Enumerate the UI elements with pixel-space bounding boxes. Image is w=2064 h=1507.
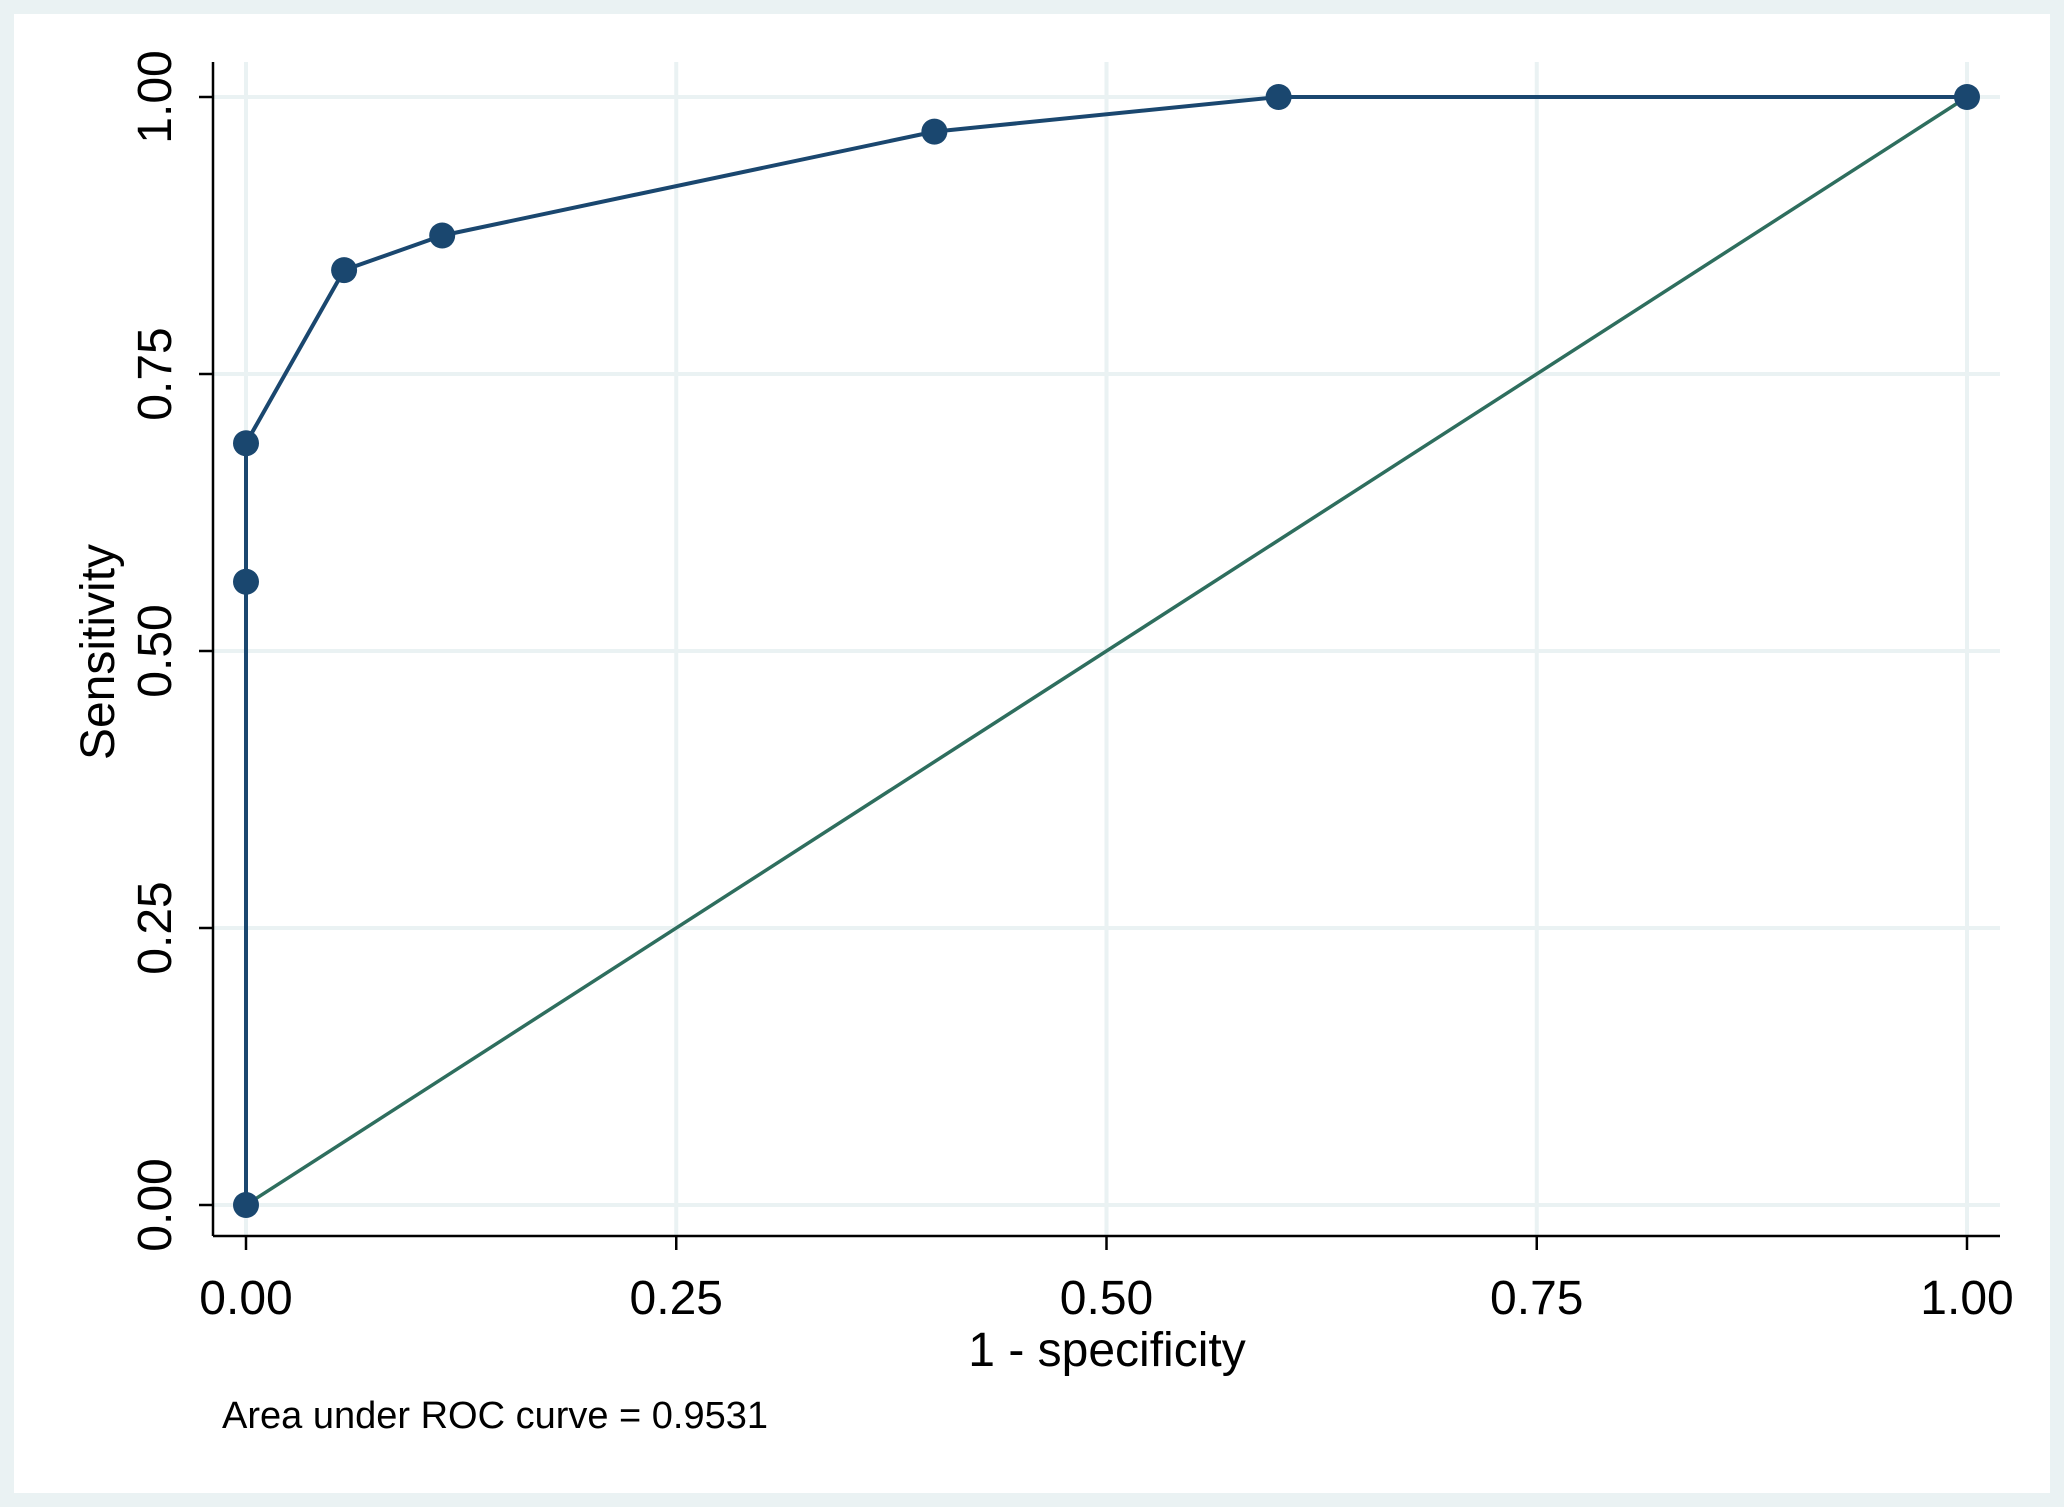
y-tick-label-2: 0.50 bbox=[129, 604, 182, 697]
x-tick-label-0: 0.00 bbox=[199, 1272, 292, 1325]
auc-note: Area under ROC curve = 0.9531 bbox=[222, 1395, 768, 1437]
x-axis-title: 1 - specificity bbox=[968, 1324, 1245, 1377]
y-tick-label-4: 1.00 bbox=[129, 50, 182, 143]
y-tick-label-0: 0.00 bbox=[129, 1158, 182, 1251]
roc-point-4 bbox=[429, 222, 456, 249]
x-tick-label-3: 0.75 bbox=[1490, 1272, 1583, 1325]
roc-point-0 bbox=[233, 1192, 259, 1218]
series bbox=[233, 84, 1980, 1218]
roc-point-7 bbox=[1954, 84, 1980, 110]
roc-point-3 bbox=[331, 257, 358, 284]
roc-point-5 bbox=[921, 118, 948, 145]
x-tick-label-1: 0.25 bbox=[630, 1272, 723, 1325]
y-axis-title: Sensitivity bbox=[72, 544, 125, 760]
roc-curve-line bbox=[244, 95, 1967, 1205]
x-tick-label-2: 0.50 bbox=[1060, 1272, 1153, 1325]
roc-point-6 bbox=[1265, 84, 1292, 110]
y-tick-label-1: 0.25 bbox=[129, 881, 182, 974]
x-tick-label-4: 1.00 bbox=[1920, 1272, 2013, 1325]
tick-labels: 0.00 0.25 0.50 0.75 1.00 0.00 0.25 0.50 0.75 1.00 bbox=[129, 50, 2014, 1325]
y-tick-label-3: 0.75 bbox=[129, 327, 182, 420]
axes bbox=[199, 62, 2000, 1250]
plot-area bbox=[14, 14, 2050, 1493]
roc-point-2 bbox=[233, 430, 259, 457]
roc-point-1 bbox=[233, 568, 259, 595]
reference-line bbox=[245, 95, 1968, 1207]
